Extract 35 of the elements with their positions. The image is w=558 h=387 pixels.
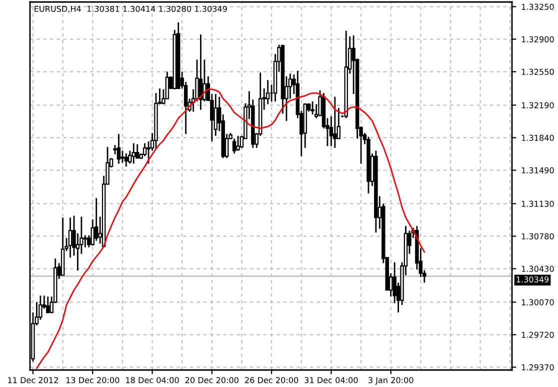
y-tick-label: 1.30430 [522, 266, 554, 272]
y-tick-label: 1.31840 [522, 134, 554, 141]
x-tick-label: 31 Dec 04:00 [304, 377, 358, 384]
y-tick-label: 1.29720 [522, 332, 554, 338]
y-tick-label: 1.32550 [522, 68, 554, 75]
x-tick-label: 18 Dec 04:00 [126, 377, 179, 384]
x-tick-label: 11 Dec 2012 [8, 377, 58, 384]
y-tick-label: 1.32900 [522, 36, 554, 42]
y-tick-label: 1.30780 [522, 233, 554, 240]
y-tick-label: 1.33250 [522, 4, 554, 10]
ref-line-label: 1.30349 [516, 276, 549, 282]
candlestick [68, 216, 72, 258]
candlestick [236, 135, 240, 152]
x-tick-label: 26 Dec 20:00 [245, 377, 298, 384]
candlestick [232, 138, 236, 154]
x-tick-label: 20 Dec 20:00 [185, 377, 238, 384]
candlestick [94, 197, 98, 242]
y-tick-label: 1.29370 [522, 364, 554, 370]
candlestick [116, 133, 121, 164]
candlestick [46, 296, 50, 314]
candlestick [333, 96, 337, 149]
candlestick [202, 58, 206, 102]
candlestick [113, 144, 117, 156]
y-tick-label: 1.31130 [522, 200, 554, 207]
candlestick [124, 152, 128, 168]
x-tick-label: 3 Jan 20:00 [368, 377, 414, 385]
x-tick-label: 13 Dec 20:00 [66, 377, 120, 384]
chart-title: EURUSD,H4 1.30381 1.30414 1.30280 1.30349 [34, 6, 227, 13]
y-tick-label: 1.30070 [522, 299, 554, 306]
y-tick-label: 1.32190 [522, 102, 554, 108]
candlestick [310, 100, 314, 116]
candlestick [132, 142, 136, 164]
y-tick-label: 1.31490 [522, 167, 554, 174]
candlestick [120, 150, 124, 164]
candlestick [83, 234, 88, 248]
